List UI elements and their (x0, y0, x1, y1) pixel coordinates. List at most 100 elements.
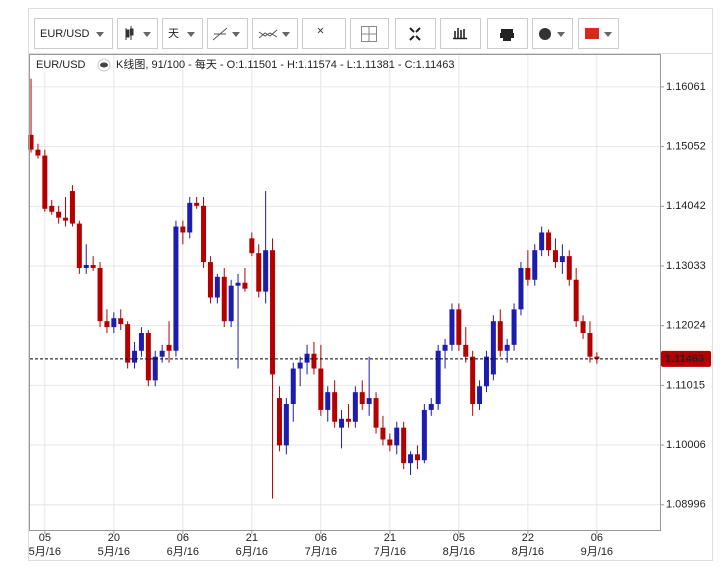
candle-body (63, 217, 69, 221)
candle-body (256, 253, 262, 292)
candle-body (325, 392, 331, 410)
widget-frame (28, 8, 713, 561)
candle-body (497, 321, 503, 351)
chart-type-button[interactable] (117, 18, 158, 49)
draw-icon (212, 27, 228, 41)
x-tick-label: 22 (522, 532, 534, 544)
candle-body (180, 226, 186, 233)
x-month-label: 8月/16 (512, 546, 544, 558)
candle-body (166, 344, 172, 351)
candle-body (442, 344, 448, 351)
axes: 1.08996 1.10006 1.11015 1.12024 1.13033 1.140… (29, 81, 711, 558)
candle-body (580, 321, 586, 334)
last-price-label: 1.11463 (665, 353, 704, 365)
candle-body (125, 324, 131, 363)
candle-body (587, 333, 593, 357)
last-price-tag (661, 350, 711, 367)
candle-body (111, 318, 117, 328)
candle-body (235, 282, 241, 286)
candle-body (242, 282, 248, 289)
period-label: 天 (168, 28, 179, 40)
candle-body (546, 232, 552, 251)
candle-body (228, 285, 234, 322)
candle-body (345, 418, 351, 422)
candle-body (173, 226, 179, 351)
clear-icon (317, 27, 324, 34)
y-tick-label: 1.16061 (666, 81, 706, 93)
dropdown-arrow (187, 32, 195, 37)
candle-body (532, 250, 538, 280)
symbol-label: EUR/USD (40, 28, 90, 40)
candle-body (159, 350, 165, 357)
x-month-label: 9月/16 (581, 546, 613, 558)
candle-body (518, 267, 524, 310)
x-tick-label: 05 (39, 532, 51, 544)
x-tick-label: 06 (315, 532, 327, 544)
candle-body (594, 356, 600, 359)
candle-body (270, 250, 276, 375)
candle-body (318, 368, 324, 410)
clear-button[interactable] (302, 18, 346, 49)
candle-body (83, 264, 89, 268)
crosshair-icon (361, 26, 377, 42)
settings-button[interactable] (532, 18, 573, 49)
y-tick-label: 1.11015 (666, 379, 705, 391)
candle-body (283, 404, 289, 446)
y-tick-label: 1.15052 (666, 140, 706, 152)
y-tick-label: 1.12024 (666, 320, 706, 332)
candle-body (28, 134, 34, 150)
indicator-button[interactable] (252, 18, 298, 49)
y-tick-label: 1.13033 (666, 260, 706, 272)
draw-button[interactable] (207, 18, 248, 49)
candle-body (539, 232, 545, 251)
candle-body (456, 309, 462, 345)
candle-body (373, 398, 379, 428)
candle-body (276, 398, 282, 446)
candle-body (42, 155, 48, 209)
candle-body (35, 149, 41, 156)
x-tick-label: 20 (108, 532, 120, 544)
volume-icon (453, 28, 467, 40)
x-tick-label: 06 (177, 532, 189, 544)
candle-body (249, 238, 255, 254)
x-tick-label: 21 (246, 532, 258, 544)
candle-body (221, 276, 227, 322)
x-month-label: 6月/16 (167, 546, 199, 558)
candle-body (145, 333, 151, 381)
candle-body (214, 276, 220, 298)
candle-body (152, 356, 158, 381)
candle-body (511, 309, 517, 345)
y-tick-label: 1.08996 (666, 499, 706, 511)
fullscreen-button[interactable] (395, 18, 436, 49)
candle-body (504, 344, 510, 351)
candle-body (566, 256, 572, 280)
candle-body (194, 202, 200, 206)
candle-body (359, 392, 365, 405)
candle-body (90, 264, 96, 268)
candle-body (207, 262, 213, 298)
x-month-label: 5月/16 (29, 546, 61, 558)
candle-icon (125, 26, 134, 40)
candle-body (477, 386, 483, 405)
candle-body (263, 250, 269, 292)
x-month-label: 5月/16 (98, 546, 130, 558)
y-tick-label: 1.14042 (666, 200, 706, 212)
crosshair-button[interactable] (350, 18, 389, 49)
x-month-label: 7月/16 (374, 546, 406, 558)
candle-body (421, 409, 427, 461)
x-month-label: 6月/16 (236, 546, 268, 558)
period-button[interactable] (162, 18, 203, 49)
dropdown-arrow (282, 32, 290, 37)
candle-body (118, 318, 124, 325)
x-tick-label: 06 (591, 532, 603, 544)
candle-body (435, 350, 441, 405)
fullscreen-icon (409, 27, 421, 41)
settings-icon (539, 28, 551, 40)
candle-body (76, 223, 82, 268)
indicator-icon (258, 29, 278, 39)
x-month-label: 7月/16 (305, 546, 337, 558)
x-tick-label: 05 (453, 532, 465, 544)
plot-frame (29, 54, 661, 531)
candle-body (401, 427, 407, 464)
